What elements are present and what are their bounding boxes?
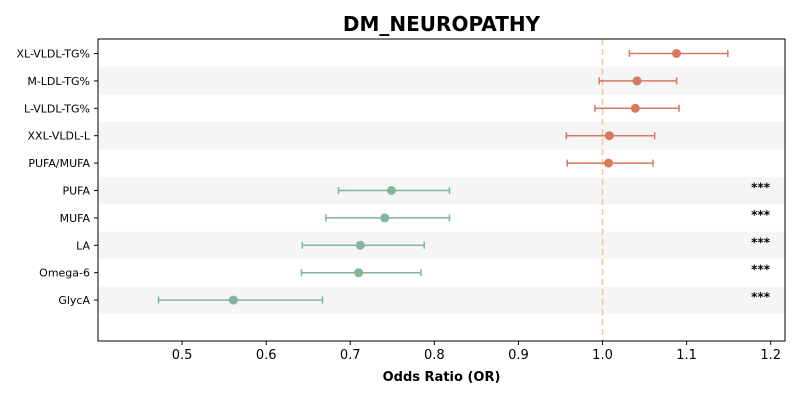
forest-row — [594, 103, 680, 113]
x-tick-label: 0.7 — [340, 348, 361, 363]
or-point — [228, 295, 238, 305]
or-point — [604, 131, 614, 141]
forest-row: *** — [337, 181, 771, 195]
significance-label: *** — [751, 235, 771, 249]
or-point — [386, 186, 396, 195]
significance-label: *** — [751, 263, 771, 277]
significance-label: *** — [751, 181, 771, 195]
chart-title: DM_NEUROPATHY — [343, 12, 541, 36]
row-band — [98, 122, 785, 150]
or-point — [632, 76, 642, 86]
x-axis: 0.5 0.6 0.7 0.8 0.9 1.0 1.1 1.2 — [172, 341, 781, 363]
y-tick-label: Omega-6 — [39, 267, 90, 280]
or-point — [380, 213, 390, 223]
x-tick-label: 0.5 — [172, 348, 193, 363]
y-tick-label: GlycA — [58, 294, 90, 307]
significance-label: *** — [751, 290, 771, 304]
or-point — [355, 240, 365, 250]
forest-row — [566, 158, 654, 168]
y-tick-label: M-LDL-TG% — [27, 75, 90, 88]
y-tick-label: LA — [76, 239, 90, 252]
x-tick-label: 1.2 — [760, 348, 781, 363]
forest-row: *** — [325, 208, 771, 223]
y-axis: XL-VLDL-TG% M-LDL-TG% L-VLDL-TG% XXL-VLDL-L… — [16, 48, 98, 307]
forest-row — [598, 76, 678, 86]
forest-row: *** — [301, 235, 771, 250]
x-tick-label: 0.6 — [256, 348, 277, 363]
or-point — [354, 268, 364, 278]
x-axis-label: Odds Ratio (OR) — [383, 370, 501, 385]
x-tick-label: 0.8 — [424, 348, 445, 363]
row-band — [98, 231, 785, 259]
x-tick-label: 0.9 — [508, 348, 529, 363]
forest-row — [628, 49, 729, 58]
row-band — [98, 67, 785, 95]
y-tick-label: PUFA/MUFA — [28, 157, 90, 170]
forest-row: *** — [157, 290, 771, 305]
odds-ratio-marks: *** *** *** *** *** — [157, 49, 771, 305]
x-tick-label: 1.1 — [676, 348, 697, 363]
x-tick-label: 1.0 — [592, 348, 613, 363]
or-point — [603, 158, 613, 168]
y-tick-label: PUFA — [62, 185, 90, 198]
y-tick-label: MUFA — [60, 212, 91, 225]
y-tick-label: L-VLDL-TG% — [24, 102, 90, 115]
or-point — [630, 103, 640, 113]
or-point — [672, 49, 682, 58]
y-tick-label: XL-VLDL-TG% — [16, 48, 90, 61]
y-tick-label: XXL-VLDL-L — [28, 130, 91, 143]
forest-row: *** — [300, 263, 771, 278]
forest-row — [565, 131, 656, 141]
significance-label: *** — [751, 208, 771, 222]
